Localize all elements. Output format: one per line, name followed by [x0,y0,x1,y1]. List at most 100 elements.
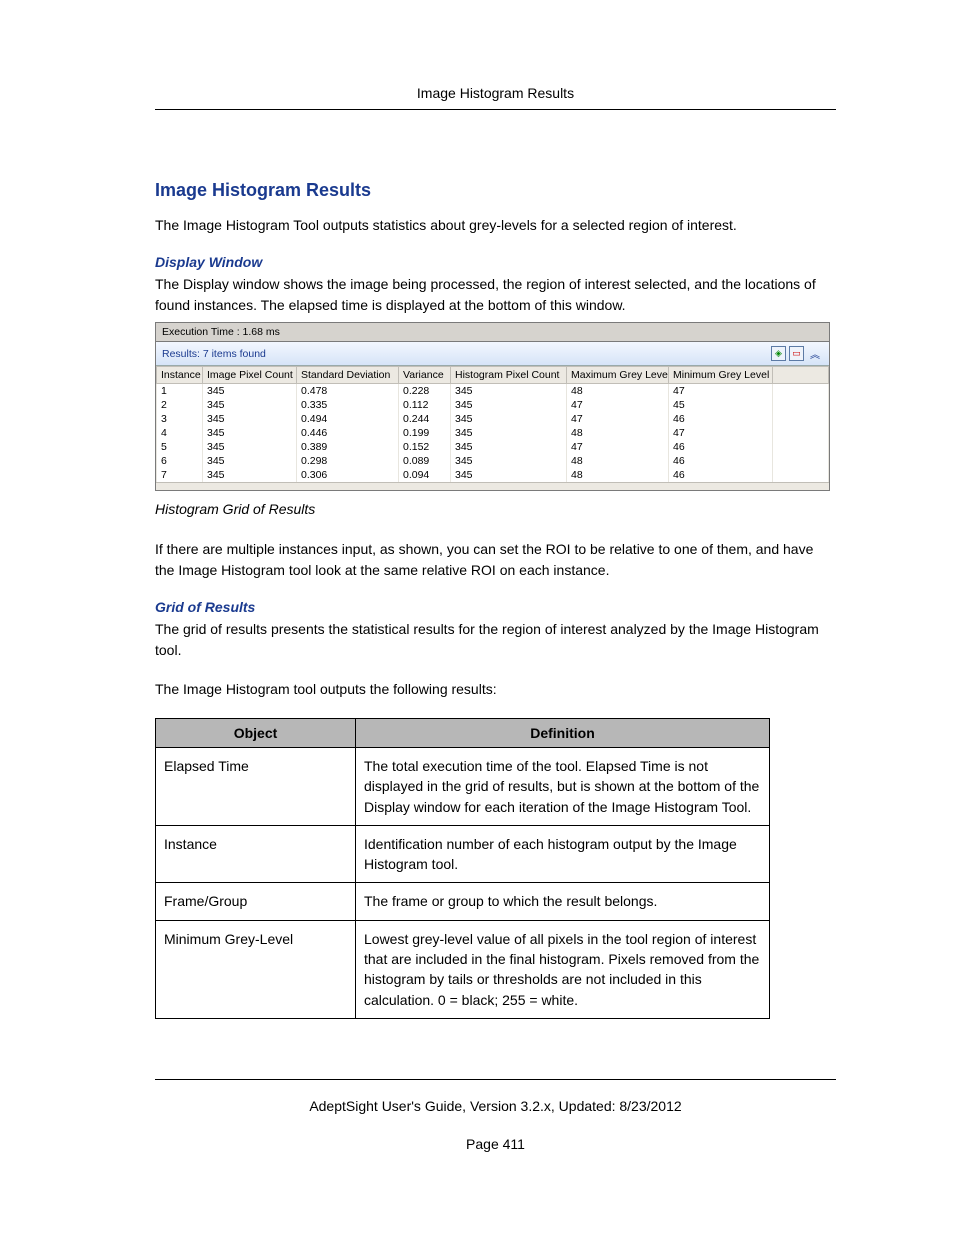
table-cell: 47 [669,426,773,440]
footer-rule [155,1079,836,1080]
grid-of-results-heading: Grid of Results [155,599,836,615]
definition-object: Instance [156,825,356,883]
table-cell: 46 [669,440,773,454]
definition-text: The frame or group to which the result b… [356,883,770,920]
table-cell: 345 [451,384,567,399]
table-cell: 1 [157,384,203,399]
table-cell-gutter [773,454,829,468]
results-panel: Execution Time : 1.68 ms Results: 7 item… [155,322,830,491]
table-cell: 0.199 [399,426,451,440]
table-row: 43450.4460.1993454847 [157,426,829,440]
table-cell: 47 [567,398,669,412]
table-cell: 0.306 [297,468,399,482]
table-cell: 345 [451,468,567,482]
grid-of-results-text-1: The grid of results presents the statist… [155,619,836,661]
figure-caption: Histogram Grid of Results [155,501,836,517]
table-cell: 5 [157,440,203,454]
execution-time-bar: Execution Time : 1.68 ms [156,323,829,342]
table-cell: 0.089 [399,454,451,468]
table-cell: 48 [567,426,669,440]
table-cell-gutter [773,412,829,426]
table-cell: 345 [203,454,297,468]
table-cell: 345 [203,468,297,482]
table-cell: 47 [669,384,773,399]
table-row: 13450.4780.2283454847 [157,384,829,399]
table-cell: 345 [451,398,567,412]
definition-row: Minimum Grey-LevelLowest grey-level valu… [156,920,770,1018]
collapse-icon[interactable]: ▭ [789,346,804,361]
chevron-up-icon[interactable]: ︽ [807,346,823,361]
table-cell: 7 [157,468,203,482]
table-cell-gutter [773,384,829,399]
results-col-6: Minimum Grey Level [669,367,773,384]
table-cell: 345 [203,412,297,426]
table-cell: 0.094 [399,468,451,482]
results-col-4: Histogram Pixel Count [451,367,567,384]
table-cell: 345 [451,412,567,426]
table-cell-gutter [773,468,829,482]
table-cell: 3 [157,412,203,426]
definitions-header-definition: Definition [356,719,770,748]
table-row: 73450.3060.0943454846 [157,468,829,482]
table-row: 33450.4940.2443454746 [157,412,829,426]
definition-row: Frame/GroupThe frame or group to which t… [156,883,770,920]
table-cell: 0.446 [297,426,399,440]
table-cell-gutter [773,440,829,454]
definitions-table: Object Definition Elapsed TimeThe total … [155,718,770,1019]
definition-object: Frame/Group [156,883,356,920]
table-cell: 345 [203,384,297,399]
panel-scroll-footer [156,482,829,490]
table-cell-gutter [773,426,829,440]
table-cell: 47 [567,440,669,454]
definition-row: InstanceIdentification number of each hi… [156,825,770,883]
footer-line: AdeptSight User's Guide, Version 3.2.x, … [155,1098,836,1114]
results-header-row: InstanceImage Pixel CountStandard Deviat… [157,367,829,384]
table-cell: 48 [567,454,669,468]
definition-object: Minimum Grey-Level [156,920,356,1018]
running-header: Image Histogram Results [155,85,836,101]
results-col-2: Standard Deviation [297,367,399,384]
results-col-1: Image Pixel Count [203,367,297,384]
section-title: Image Histogram Results [155,180,836,201]
table-cell: 47 [567,412,669,426]
table-cell: 345 [203,426,297,440]
table-cell: 0.494 [297,412,399,426]
table-cell: 0.298 [297,454,399,468]
table-cell: 46 [669,468,773,482]
definitions-header-object: Object [156,719,356,748]
table-cell: 6 [157,454,203,468]
results-bar-icons: ◈ ▭ ︽ [771,346,823,361]
results-table: InstanceImage Pixel CountStandard Deviat… [156,366,829,482]
table-cell: 345 [451,454,567,468]
table-cell: 45 [669,398,773,412]
results-col-0: Instance [157,367,203,384]
multi-instance-paragraph: If there are multiple instances input, a… [155,539,836,581]
table-cell: 345 [451,440,567,454]
intro-paragraph: The Image Histogram Tool outputs statist… [155,215,836,236]
results-count-text: Results: 7 items found [162,348,266,360]
table-cell: 0.228 [399,384,451,399]
definitions-header-row: Object Definition [156,719,770,748]
table-cell: 48 [567,468,669,482]
grid-of-results-text-2: The Image Histogram tool outputs the fol… [155,679,836,700]
page-number: Page 411 [155,1136,836,1152]
results-count-bar: Results: 7 items found ◈ ▭ ︽ [156,342,829,366]
definition-text: Lowest grey-level value of all pixels in… [356,920,770,1018]
results-col-3: Variance [399,367,451,384]
table-cell: 0.389 [297,440,399,454]
table-cell: 0.112 [399,398,451,412]
table-cell: 46 [669,454,773,468]
expand-icon[interactable]: ◈ [771,346,786,361]
table-cell: 0.478 [297,384,399,399]
table-cell-gutter [773,398,829,412]
table-cell: 0.244 [399,412,451,426]
results-col-gutter [773,367,829,384]
definition-text: The total execution time of the tool. El… [356,748,770,826]
table-cell: 345 [203,440,297,454]
table-row: 53450.3890.1523454746 [157,440,829,454]
display-window-text: The Display window shows the image being… [155,274,836,316]
table-cell: 0.335 [297,398,399,412]
results-col-5: Maximum Grey Level [567,367,669,384]
table-row: 63450.2980.0893454846 [157,454,829,468]
header-rule [155,109,836,110]
